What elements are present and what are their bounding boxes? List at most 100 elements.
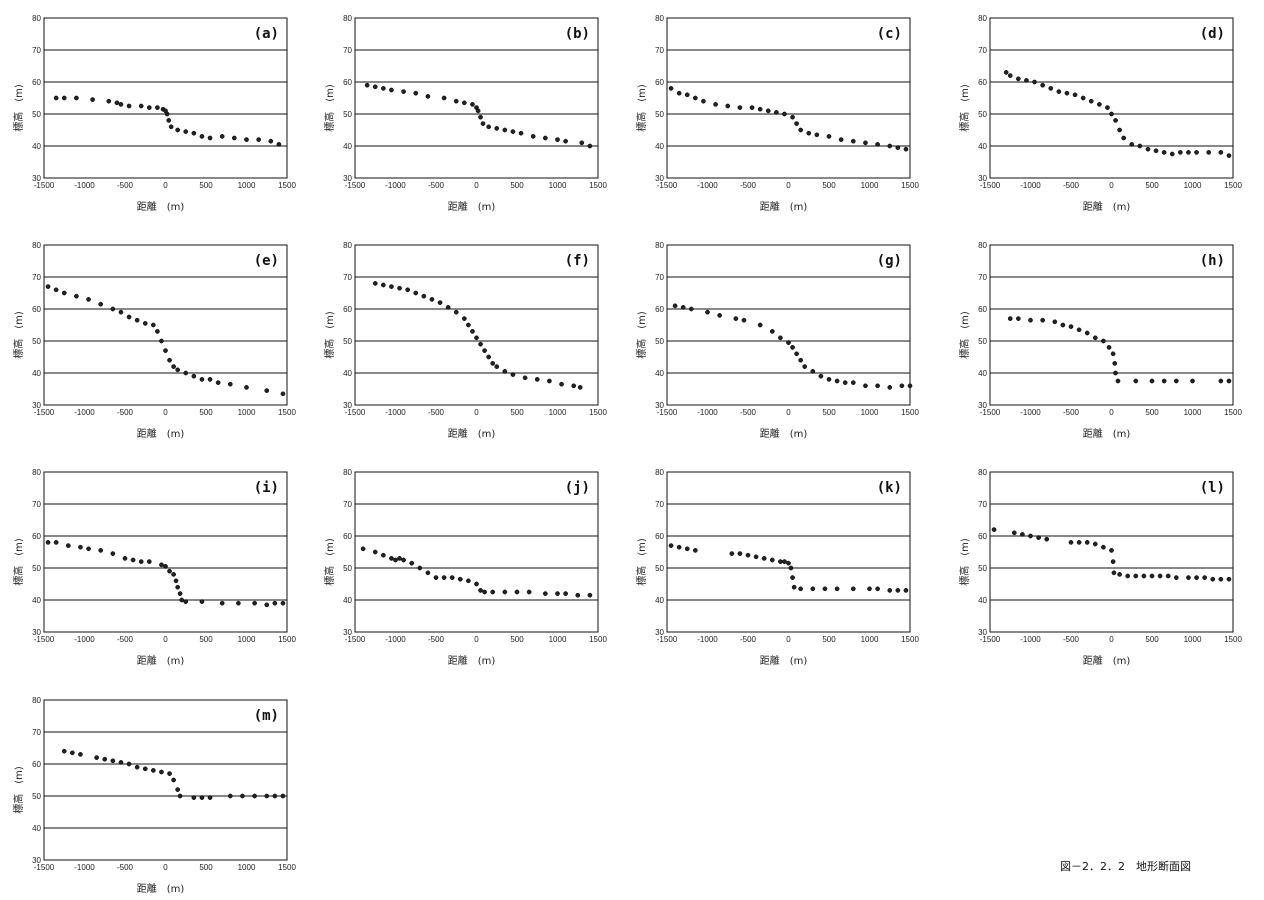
data-point <box>166 118 172 123</box>
data-point <box>774 110 779 115</box>
data-point <box>159 562 164 568</box>
data-point <box>179 597 185 603</box>
data-point <box>494 364 500 369</box>
data-point <box>875 383 880 389</box>
data-point <box>280 793 286 799</box>
data-point <box>490 589 496 595</box>
data-point <box>175 367 180 373</box>
data-point <box>474 581 479 587</box>
y-tick-label: 40 <box>32 369 41 378</box>
y-tick-label: 80 <box>343 241 352 250</box>
data-point <box>1226 576 1232 582</box>
data-point <box>86 546 91 552</box>
data-point <box>1088 98 1094 104</box>
data-point <box>1173 575 1179 580</box>
x-tick-label: 0 <box>163 635 168 644</box>
x-tick-label: -1500 <box>34 635 55 644</box>
data-point <box>903 146 909 152</box>
data-point <box>207 377 213 382</box>
data-point <box>433 575 439 580</box>
y-tick-label: 80 <box>655 241 664 250</box>
data-point <box>183 599 189 604</box>
data-point <box>543 135 548 141</box>
x-tick-label: 0 <box>786 635 791 644</box>
data-point <box>171 777 176 783</box>
y-tick-label: 40 <box>655 142 664 151</box>
y-tick-label: 30 <box>343 401 352 410</box>
x-tick-label: -1500 <box>980 181 1001 190</box>
data-point <box>1076 327 1082 333</box>
panel-label: (g) <box>877 253 902 269</box>
panel-label: (h) <box>1200 253 1225 269</box>
data-point <box>146 105 152 110</box>
data-point <box>676 544 682 550</box>
y-tick-label: 30 <box>343 174 352 183</box>
x-tick-label: 500 <box>822 181 836 190</box>
data-point <box>425 570 431 576</box>
data-point <box>1109 111 1114 117</box>
y-tick-label: 70 <box>655 273 664 282</box>
data-point <box>130 557 136 563</box>
data-point <box>1210 576 1216 582</box>
panel-label: (a) <box>254 26 279 42</box>
data-point <box>236 600 241 606</box>
y-tick-label: 50 <box>655 564 664 573</box>
x-tick-label: -500 <box>117 408 134 417</box>
data-point <box>1003 70 1009 75</box>
x-tick-label: 1000 <box>861 635 879 644</box>
x-tick-label: 0 <box>163 408 168 417</box>
y-tick-label: 40 <box>343 596 352 605</box>
data-point <box>1115 378 1121 384</box>
y-axis-label: 標高 (m) <box>635 538 648 586</box>
x-tick-label: -1000 <box>385 181 406 190</box>
data-point <box>175 584 180 590</box>
x-tick-label: 1500 <box>278 863 296 872</box>
data-point <box>502 589 508 595</box>
data-point <box>475 108 481 114</box>
data-point <box>482 348 487 353</box>
data-point <box>1113 118 1118 123</box>
data-point <box>393 557 398 563</box>
data-point <box>409 560 415 566</box>
y-tick-label: 40 <box>32 142 41 151</box>
data-point <box>159 769 164 775</box>
data-point <box>1206 150 1212 155</box>
chart-panel: 30 40 50 60 70 80 -1500 -1000 -500 0 500 1000 1500 距離… <box>323 241 607 440</box>
data-point <box>466 578 471 584</box>
data-point <box>1040 82 1046 88</box>
data-point <box>74 293 79 299</box>
data-point <box>372 549 378 555</box>
data-point <box>272 600 278 606</box>
x-tick-label: -1500 <box>657 635 678 644</box>
x-tick-label: -1500 <box>34 863 55 872</box>
data-point <box>1226 153 1232 158</box>
y-tick-label: 30 <box>32 628 41 637</box>
x-tick-label: 0 <box>1109 635 1114 644</box>
data-point <box>672 303 678 309</box>
y-tick-label: 70 <box>343 46 352 55</box>
x-tick-label: 1000 <box>861 181 879 190</box>
chart-panel: 30 40 50 60 70 80 -1500 -1000 -500 0 500 1000 1500 距離… <box>12 241 296 440</box>
y-tick-label: 80 <box>343 468 352 477</box>
x-axis-label: 距離 (m) <box>137 654 185 667</box>
y-tick-label: 50 <box>32 337 41 346</box>
y-tick-label: 70 <box>978 500 987 509</box>
data-point <box>1190 378 1195 384</box>
data-point <box>219 600 225 606</box>
data-point <box>887 385 893 390</box>
x-tick-label: -1500 <box>345 408 366 417</box>
data-point <box>146 559 152 564</box>
data-point <box>466 322 471 328</box>
data-point <box>514 589 520 595</box>
y-tick-label: 30 <box>655 401 664 410</box>
data-point <box>733 316 739 321</box>
data-point <box>215 380 221 385</box>
data-point <box>1110 351 1116 357</box>
data-point <box>693 95 698 101</box>
y-tick-label: 40 <box>978 369 987 378</box>
data-point <box>106 98 112 104</box>
data-point <box>167 357 172 363</box>
data-point <box>745 552 751 558</box>
x-tick-label: 1000 <box>549 635 567 644</box>
